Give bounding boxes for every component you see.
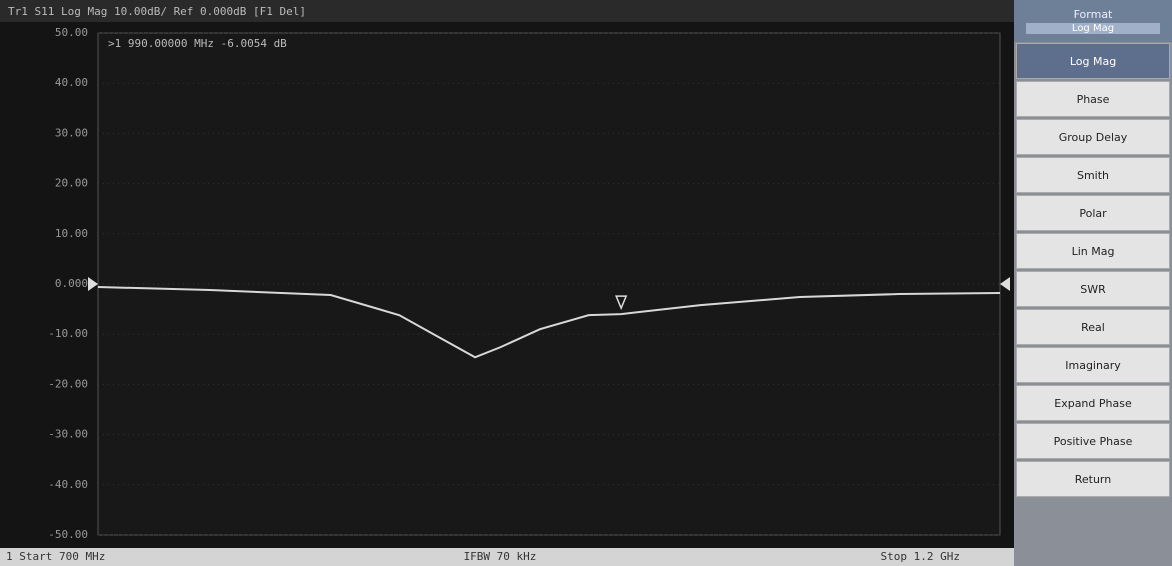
softkey[interactable]: SWR: [1016, 271, 1170, 307]
y-tick-label: 50.00: [55, 26, 88, 39]
softkey[interactable]: Imaginary: [1016, 347, 1170, 383]
menu-blank: [1014, 498, 1172, 566]
softkey[interactable]: Return: [1016, 461, 1170, 497]
ref-marker-left: [88, 277, 98, 291]
status-bar: [0, 548, 1014, 566]
y-tick-label: 40.00: [55, 76, 88, 89]
softkey[interactable]: Log Mag: [1016, 43, 1170, 79]
menu-header: Format Log Mag: [1014, 0, 1172, 42]
y-tick-label: 30.00: [55, 126, 88, 139]
title-bar: [0, 0, 1014, 22]
softkey[interactable]: Phase: [1016, 81, 1170, 117]
y-tick-label: 20.00: [55, 177, 88, 190]
marker-readout: >1 990.00000 MHz -6.0054 dB: [108, 37, 287, 50]
menu-current: Log Mag: [1026, 23, 1160, 34]
softkey[interactable]: Group Delay: [1016, 119, 1170, 155]
softkey[interactable]: Smith: [1016, 157, 1170, 193]
y-tick-label: -40.00: [48, 478, 88, 491]
ref-marker-right: [1000, 277, 1010, 291]
marker: [615, 295, 628, 311]
y-tick-label: -30.00: [48, 428, 88, 441]
trace-window: Tr1 S11 Log Mag 10.00dB/ Ref 0.000dB [F1…: [0, 0, 1014, 566]
start-freq: 1 Start 700 MHz: [6, 550, 105, 563]
softkey[interactable]: Real: [1016, 309, 1170, 345]
y-tick-label: 10.00: [55, 227, 88, 240]
softkey[interactable]: Lin Mag: [1016, 233, 1170, 269]
stop-freq: Stop 1.2 GHz: [881, 550, 960, 563]
menu-title: Format: [1073, 8, 1113, 21]
y-tick-label: -10.00: [48, 327, 88, 340]
trace: [97, 286, 1001, 359]
y-tick-label: -50.00: [48, 528, 88, 541]
y-tick-label: -20.00: [48, 377, 88, 390]
trace-header: Tr1 S11 Log Mag 10.00dB/ Ref 0.000dB [F1…: [8, 5, 306, 18]
softkey-menu: Format Log Mag Log Mag Phase Group Delay Sm…: [1014, 0, 1172, 566]
softkey[interactable]: Polar: [1016, 195, 1170, 231]
softkey[interactable]: Expand Phase: [1016, 385, 1170, 421]
ifbw: IFBW 70 kHz: [464, 550, 537, 563]
y-tick-label: 0.000: [55, 277, 88, 290]
softkey[interactable]: Positive Phase: [1016, 423, 1170, 459]
